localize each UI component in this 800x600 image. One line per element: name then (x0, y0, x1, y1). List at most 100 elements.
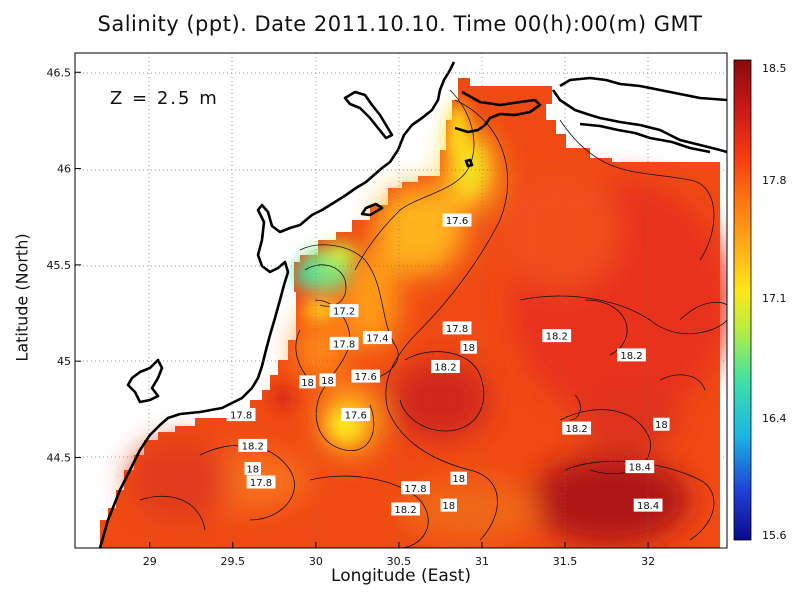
y-tick-label: 45.5 (47, 259, 72, 272)
contour-label: 18.4 (633, 498, 663, 512)
coastline (98, 61, 727, 548)
y-tick-label: 46.5 (47, 66, 72, 79)
contour-label: 17.8 (329, 336, 359, 350)
contour-label-box (299, 375, 316, 389)
contour-label-box (460, 340, 477, 354)
contour-label: 17.6 (341, 408, 371, 422)
contour-label-box (431, 359, 460, 373)
contour-label: 18 (440, 498, 457, 512)
x-tick-label: 32 (641, 555, 655, 568)
contour-label: 17.8 (246, 475, 276, 489)
contour-label-box (329, 304, 359, 318)
contour-label: 18 (450, 471, 467, 485)
contour-label-text: 18.2 (620, 351, 642, 362)
contour-label-box (319, 373, 336, 387)
map-title: Salinity (ppt). Date 2011.10.10. Time 00… (97, 12, 703, 36)
contour-label: 18 (319, 373, 336, 387)
y-tick-label: 46 (57, 163, 71, 176)
contour-label-box (625, 460, 655, 474)
contour-label-text: 18.2 (434, 362, 456, 373)
contour-label-text: 17.2 (333, 307, 355, 318)
salinity-field (100, 78, 727, 548)
contour-label: 18.4 (625, 460, 655, 474)
contour-label-box (442, 213, 472, 227)
contour-label-text: 17.8 (250, 478, 272, 489)
contour-label: 17.4 (362, 331, 392, 345)
contour-label: 18 (653, 417, 670, 431)
contour-label-box (329, 336, 359, 350)
contour-label: 17.8 (401, 481, 430, 495)
contour-label-text: 18 (246, 465, 259, 476)
y-tick-label: 45 (57, 355, 71, 368)
contour-label: 18 (244, 462, 261, 476)
contour-label-text: 17.8 (230, 411, 252, 422)
contour-label-box (238, 438, 268, 452)
contour-label-box (351, 369, 381, 383)
contour-label-box (653, 417, 670, 431)
contour-label-box (542, 329, 572, 343)
x-tick-label: 31.5 (553, 555, 578, 568)
contour-label-text: 18.2 (546, 332, 568, 343)
contour-label: 18.2 (431, 359, 460, 373)
contour-label-text: 17.8 (333, 339, 355, 350)
contour-label-box (442, 321, 472, 335)
contour-label: 17.6 (442, 213, 472, 227)
colorbar-tick-label: 17.1 (762, 292, 787, 305)
y-tick-label: 44.5 (47, 451, 72, 464)
contour-label-text: 17.4 (366, 334, 388, 345)
contour-label-box (341, 408, 371, 422)
contour-label-text: 18.4 (637, 501, 659, 512)
colorbar-tick-label: 15.6 (762, 529, 787, 542)
depth-label: Z = 2.5 m (110, 88, 219, 109)
contour-label-text: 18.2 (394, 505, 416, 516)
colorbar-tick-label: 18.5 (762, 62, 787, 75)
x-tick-label: 31 (475, 555, 489, 568)
colorbar (733, 59, 752, 541)
contour-label: 18.2 (617, 348, 646, 362)
contour-label-text: 18.4 (629, 463, 651, 474)
contour-label: 17.6 (351, 369, 381, 383)
contour-label-text: 18 (442, 501, 455, 512)
colorbar-tick-label: 16.4 (762, 412, 787, 425)
contour-label: 18 (460, 340, 477, 354)
contour-label-text: 17.6 (355, 372, 377, 383)
contour-label-text: 18 (321, 376, 334, 387)
contour-label: 18.2 (391, 502, 420, 516)
x-axis-label: Longitude (East) (331, 566, 471, 586)
contour-label-box (617, 348, 646, 362)
contour-label-text: 17.8 (404, 484, 426, 495)
x-tick-label: 29.5 (221, 555, 246, 568)
colorbar-ticks: 18.5 17.8 17.1 16.4 15.6 (762, 62, 787, 542)
contour-label: 17.8 (226, 408, 256, 422)
contour-label-box (633, 498, 663, 512)
contour-label-box (244, 462, 261, 476)
contour-label-text: 17.6 (345, 411, 367, 422)
colorbar-tick-label: 17.8 (762, 174, 787, 187)
contour-label-box (440, 498, 457, 512)
contour-label: 18 (299, 375, 316, 389)
contour-label-text: 18.2 (242, 441, 264, 452)
y-axis-ticks: 44.5 45 45.5 46 46.5 (47, 66, 81, 464)
contour-label-box (401, 481, 430, 495)
contour-label-text: 18 (301, 378, 314, 389)
x-tick-label: 29 (143, 555, 157, 568)
contour-label-text: 18 (452, 474, 465, 485)
contour-label-text: 18.2 (566, 424, 588, 435)
contour-label: 18.2 (238, 438, 268, 452)
x-tick-label: 30 (309, 555, 323, 568)
x-axis-ticks: 29 29.5 30 30.5 31 31.5 32 (143, 542, 655, 568)
contour-label-box (450, 471, 467, 485)
contour-label-box (391, 502, 420, 516)
contour-label: 18.2 (562, 421, 592, 435)
plot-area: 17.6 17.2 17.4 17.8 17.8 18 18.2 18.2 18.2 17.6 18… (75, 53, 727, 548)
contour-label-text: 17.8 (446, 324, 468, 335)
contour-label-text: 17.6 (446, 216, 468, 227)
contour-label-box (226, 408, 256, 422)
contour-labels: 17.6 17.2 17.4 17.8 17.8 18 18.2 18.2 18.2 17.6 18… (226, 213, 670, 516)
y-axis-label: Latitude (North) (12, 233, 32, 362)
contour-label-text: 18 (462, 343, 475, 354)
contour-label: 17.8 (442, 321, 472, 335)
contour-label: 17.2 (329, 304, 359, 318)
x-tick-label: 30.5 (387, 555, 412, 568)
